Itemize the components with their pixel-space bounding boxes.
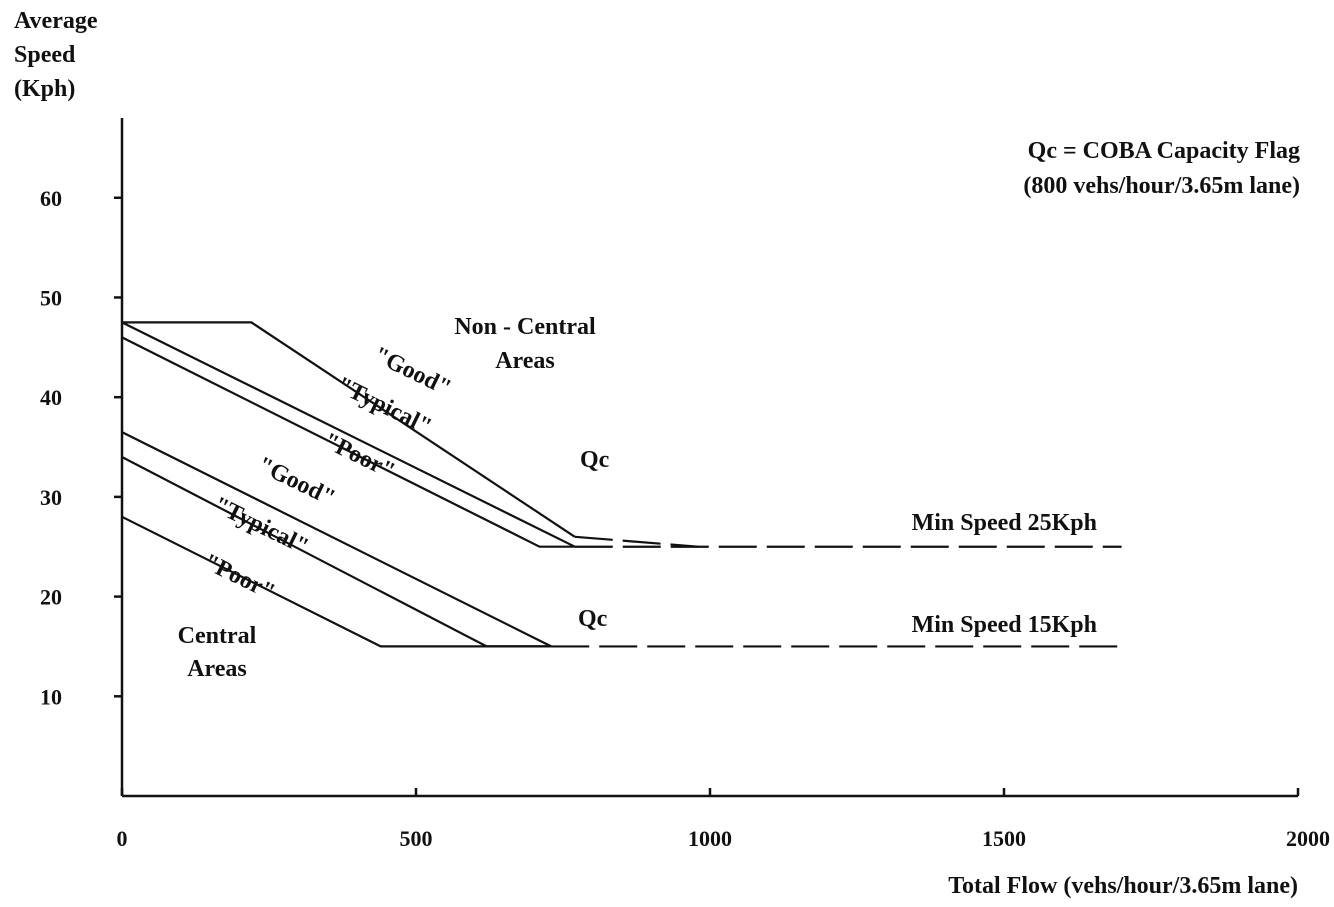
- x-axis-title: Total Flow (vehs/hour/3.65m lane): [948, 873, 1298, 899]
- y-axis-title-line-3: (Kph): [14, 76, 75, 102]
- series-line-central-areas-poor: [121, 515, 552, 648]
- series-line-central-areas-good: [121, 431, 552, 648]
- y-tick-label-50: 50: [40, 285, 62, 310]
- poor-lower-label: "Poor": [199, 549, 279, 606]
- non-central-areas-label-line-2: Areas: [495, 348, 555, 374]
- x-tick-label-1500: 1500: [982, 826, 1026, 851]
- x-tick-label-500: 500: [400, 826, 433, 851]
- series-line-non-central-areas-good: [122, 321, 576, 538]
- qc-definition-line-2: (800 vehs/hour/3.65m lane): [1023, 173, 1300, 199]
- non-central-areas-label-line-1: Non - Central: [454, 314, 596, 340]
- series-dashed-non-central-areas-good: [574, 535, 699, 548]
- series-line-non-central-areas-typical: [121, 321, 576, 548]
- central-areas-label-line-1: Central: [178, 623, 257, 649]
- x-tick-label-0: 0: [117, 826, 128, 851]
- x-tick-label-1000: 1000: [688, 826, 732, 851]
- series-line-non-central-areas-poor: [121, 336, 575, 548]
- y-axis-title-line-2: Speed: [14, 42, 76, 68]
- axis-ticks: 10 20 30 40 50 60 0 500 1000 1500 2000: [40, 186, 1330, 851]
- y-axis-title-line-1: Average: [14, 8, 98, 34]
- y-tick-label-10: 10: [40, 684, 62, 709]
- qc-definition-line-1: Qc = COBA Capacity Flag: [1028, 138, 1300, 164]
- central-areas-label-line-2: Areas: [187, 656, 247, 682]
- x-tick-label-2000: 2000: [1286, 826, 1330, 851]
- poor-upper-label: "Poor": [319, 428, 399, 485]
- qc-upper-label: Qc: [580, 447, 610, 473]
- series-line-central-areas-typical: [121, 456, 552, 648]
- series-lines: [121, 321, 1122, 648]
- y-tick-label-30: 30: [40, 485, 62, 510]
- y-tick-label-40: 40: [40, 385, 62, 410]
- min-speed-15-label: Min Speed 15Kph: [912, 612, 1097, 638]
- qc-lower-label: Qc: [578, 606, 608, 632]
- y-tick-label-20: 20: [40, 585, 62, 610]
- good-lower-label: "Good": [253, 452, 339, 512]
- min-speed-25-label: Min Speed 25Kph: [912, 510, 1097, 536]
- y-tick-label-60: 60: [40, 186, 62, 211]
